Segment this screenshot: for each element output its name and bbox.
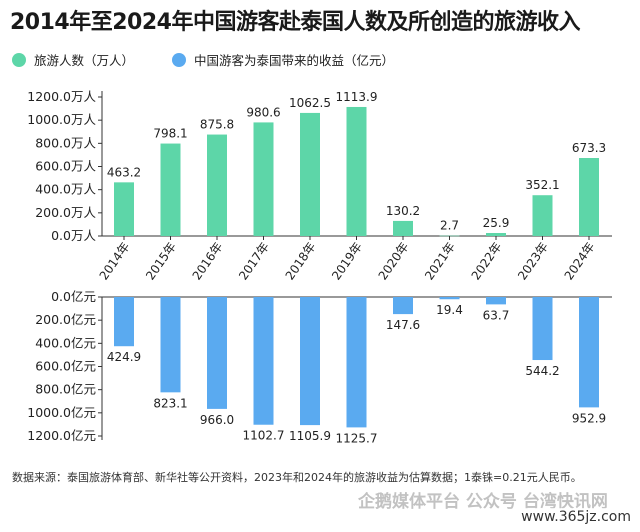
revenue-bar xyxy=(160,297,181,393)
revenue-bar xyxy=(207,297,227,409)
top-y-tick-label: 400.0万人 xyxy=(35,182,96,197)
visitors-value-label: 2.7 xyxy=(440,219,459,233)
visitors-bar xyxy=(300,112,320,236)
bottom-y-tick-label: 400.0亿元 xyxy=(35,335,96,350)
revenue-bar xyxy=(253,297,274,425)
x-category-label: 2019年 xyxy=(329,240,365,283)
x-category-label: 2023年 xyxy=(515,240,551,283)
visitors-bar xyxy=(486,232,506,236)
bottom-y-tick-label: 800.0亿元 xyxy=(35,382,96,397)
x-category-label: 2021年 xyxy=(422,240,458,283)
top-y-tick-label: 800.0万人 xyxy=(35,135,96,150)
visitors-value-label: 352.1 xyxy=(525,178,559,192)
visitors-value-label: 1113.9 xyxy=(336,90,378,104)
visitors-value-label: 875.8 xyxy=(200,118,234,132)
watermark-url: www.365jz.com xyxy=(518,508,634,526)
revenue-bar xyxy=(439,297,460,300)
top-y-tick-label: 1200.0万人 xyxy=(27,89,96,104)
visitors-value-label: 25.9 xyxy=(483,216,510,230)
visitors-bar xyxy=(253,122,274,236)
visitors-value-label: 1062.5 xyxy=(289,96,331,110)
chart-canvas: 0.0万人 200.0万人 400.0万人 600.0万人 800.0万人 1000.0万… xyxy=(27,89,612,445)
revenue-value-label: 147.6 xyxy=(386,318,420,332)
revenue-bar xyxy=(393,297,413,315)
revenue-bar xyxy=(579,297,599,408)
watermark-text: 企鹅媒体平台 公众号 台湾快讯网 xyxy=(358,492,608,512)
bottom-y-tick-label: 600.0亿元 xyxy=(35,359,96,374)
revenue-value-label: 424.9 xyxy=(107,350,141,364)
visitors-bar xyxy=(579,158,599,236)
x-category-label: 2024年 xyxy=(562,240,598,283)
x-category-label: 2022年 xyxy=(469,240,505,283)
bottom-y-tick-label: 1000.0亿元 xyxy=(27,405,96,420)
revenue-bar xyxy=(346,297,367,428)
visitors-bar xyxy=(160,143,181,236)
chart-title: 2014年至2024年中国游客赴泰国人数及所创造的旅游收入 xyxy=(10,10,580,35)
top-y-tick-label: 600.0万人 xyxy=(35,159,96,174)
legend-swatch-visitors xyxy=(12,52,26,67)
visitors-bar xyxy=(393,220,413,236)
top-y-tick-label: 200.0万人 xyxy=(35,205,96,220)
x-category-label: 2017年 xyxy=(236,240,272,283)
legend-swatch-revenue xyxy=(172,52,187,67)
top-y-tick-label: 0.0万人 xyxy=(51,228,96,243)
revenue-value-label: 63.7 xyxy=(483,308,510,322)
visitors-bar xyxy=(439,235,460,237)
revenue-bar xyxy=(114,297,134,347)
revenue-value-label: 1105.9 xyxy=(289,429,331,443)
visitors-bar xyxy=(114,182,134,236)
revenue-bar xyxy=(300,297,320,426)
x-category-label: 2020年 xyxy=(376,240,412,283)
bottom-y-tick-label: 200.0亿元 xyxy=(35,312,96,327)
legend-item-revenue: 中国游客为泰国带来的收益（亿元） xyxy=(172,50,394,69)
visitors-value-label: 798.1 xyxy=(153,127,187,141)
x-category-label: 2015年 xyxy=(143,240,179,283)
revenue-value-label: 966.0 xyxy=(200,413,234,427)
revenue-bar xyxy=(486,297,506,305)
legend-item-visitors: 旅游人数（万人） xyxy=(12,50,134,69)
visitors-bar xyxy=(346,106,367,236)
top-y-tick-label: 1000.0万人 xyxy=(27,112,96,127)
legend: 旅游人数（万人） 中国游客为泰国带来的收益（亿元） xyxy=(12,50,394,69)
revenue-value-label: 1125.7 xyxy=(336,431,378,445)
bottom-y-tick-label: 1200.0亿元 xyxy=(27,428,96,443)
visitors-value-label: 673.3 xyxy=(572,141,606,155)
x-category-label: 2018年 xyxy=(283,240,319,283)
x-category-label: 2014年 xyxy=(97,240,133,283)
visitors-bar xyxy=(532,195,553,236)
revenue-value-label: 823.1 xyxy=(153,396,187,410)
x-category-label: 2016年 xyxy=(190,240,226,283)
revenue-value-label: 952.9 xyxy=(572,411,606,425)
revenue-value-label: 1102.7 xyxy=(243,429,285,443)
revenue-value-label: 19.4 xyxy=(436,303,463,317)
revenue-bar xyxy=(532,297,553,361)
visitors-bar xyxy=(207,134,227,236)
legend-label-revenue: 中国游客为泰国带来的收益（亿元） xyxy=(194,53,395,68)
bottom-y-tick-label: 0.0亿元 xyxy=(51,289,96,304)
visitors-value-label: 463.2 xyxy=(107,165,141,179)
source-note: 数据来源：泰国旅游体育部、新华社等公开资料，2023年和2024年的旅游收益为估… xyxy=(12,471,582,484)
visitors-value-label: 980.6 xyxy=(246,105,280,119)
visitors-value-label: 130.2 xyxy=(386,204,420,218)
legend-label-visitors: 旅游人数（万人） xyxy=(34,53,135,68)
revenue-value-label: 544.2 xyxy=(525,364,559,378)
